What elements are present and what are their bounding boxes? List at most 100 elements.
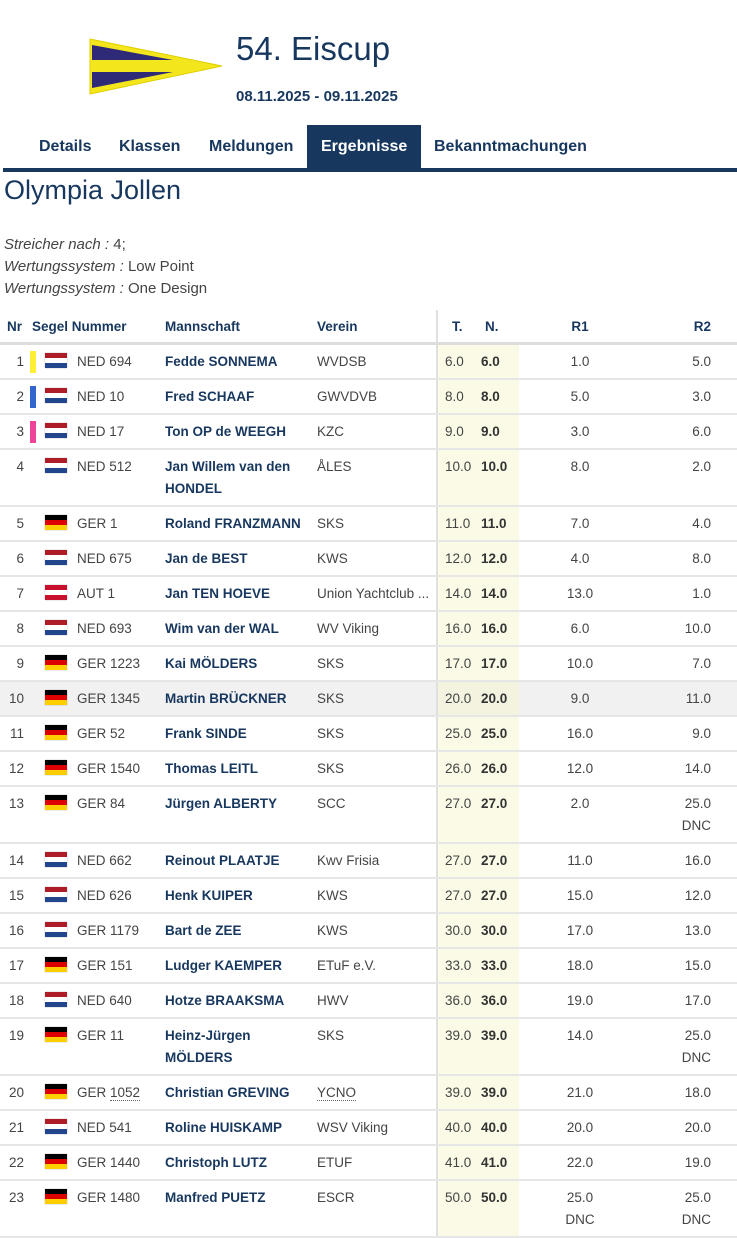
tab-klassen[interactable]: Klassen xyxy=(119,138,181,155)
crew-name[interactable]: Manfred PUETZ xyxy=(165,1180,318,1238)
scoring-info: Streicher nach : 4; Wertungssystem : Low… xyxy=(0,234,737,300)
event-title: 54. Eiscup xyxy=(236,30,391,67)
crew-name[interactable]: Jürgen ALBERTY xyxy=(165,786,318,844)
crew-name[interactable]: Jan TEN HOEVE xyxy=(165,576,318,612)
table-row[interactable]: 15 NED 626 Henk KUIPER KWS 27.0 27.0 15.… xyxy=(0,878,737,914)
table-row[interactable]: 6 NED 675 Jan de BEST KWS 12.0 12.0 4.0 … xyxy=(0,541,737,577)
club: Union Yachtclub ... xyxy=(317,576,438,612)
cell xyxy=(45,379,77,415)
col-club[interactable]: Verein xyxy=(317,310,438,345)
col-sail[interactable]: Segel Nummer xyxy=(30,310,166,345)
club: SKS xyxy=(317,681,438,717)
cell xyxy=(45,576,77,612)
table-row[interactable]: 16 GER 1179 Bart de ZEE KWS 30.0 30.0 17… xyxy=(0,913,737,949)
race-2-score: 16.0 xyxy=(641,843,737,879)
flag-de-icon xyxy=(45,515,67,531)
crew-name[interactable]: Christian GREVING xyxy=(165,1075,318,1111)
sail-number: AUT 1 xyxy=(77,576,166,612)
col-nr[interactable]: Nr xyxy=(0,310,30,345)
table-row[interactable]: 9 GER 1223 Kai MÖLDERS SKS 17.0 17.0 10.… xyxy=(0,646,737,682)
table-row[interactable]: 20 GER 1052 Christian GREVING YCNO 39.0 … xyxy=(0,1075,737,1111)
rank: 21 xyxy=(0,1110,30,1146)
crew-name[interactable]: Bart de ZEE xyxy=(165,913,318,949)
net-points: 40.0 xyxy=(481,1110,520,1146)
table-row[interactable]: 5 GER 1 Roland FRANZMANN SKS 11.0 11.0 7… xyxy=(0,506,737,542)
table-row[interactable]: 22 GER 1440 Christoph LUTZ ETUF 41.0 41.… xyxy=(0,1145,737,1181)
cell xyxy=(45,646,77,682)
net-points: 30.0 xyxy=(481,913,520,949)
crew-name[interactable]: Wim van der WAL xyxy=(165,611,318,647)
crew-name[interactable]: Hotze BRAAKSMA xyxy=(165,983,318,1019)
medal-marker-yellow xyxy=(30,350,36,373)
crew-name[interactable]: Kai MÖLDERS xyxy=(165,646,318,682)
total-points: 6.0 xyxy=(436,343,482,380)
col-net[interactable]: N. xyxy=(481,310,520,345)
table-row[interactable]: 4 NED 512 Jan Willem van den HONDEL ÅLES… xyxy=(0,449,737,507)
table-row[interactable]: 23 GER 1480 Manfred PUETZ ESCR 50.0 50.0… xyxy=(0,1180,737,1238)
crew-name[interactable]: Reinout PLAATJE xyxy=(165,843,318,879)
col-crew[interactable]: Mannschaft xyxy=(165,310,318,345)
tab-ergebnisse[interactable]: Ergebnisse xyxy=(307,125,422,168)
cell xyxy=(30,1180,45,1238)
race-1-score: 1.0 xyxy=(519,343,642,380)
table-row[interactable]: 11 GER 52 Frank SINDE SKS 25.0 25.0 16.0… xyxy=(0,716,737,752)
crew-name[interactable]: Frank SINDE xyxy=(165,716,318,752)
table-row[interactable]: 1 NED 694 Fedde SONNEMA WVDSB 6.0 6.0 1.… xyxy=(0,343,737,380)
total-points: 11.0 xyxy=(436,506,482,542)
net-points: 14.0 xyxy=(481,576,520,612)
total-points: 17.0 xyxy=(436,646,482,682)
table-row[interactable]: 8 NED 693 Wim van der WAL WV Viking 16.0… xyxy=(0,611,737,647)
crew-name[interactable]: Fred SCHAAF xyxy=(165,379,318,415)
crew-name[interactable]: Martin BRÜCKNER xyxy=(165,681,318,717)
table-row[interactable]: 18 NED 640 Hotze BRAAKSMA HWV 36.0 36.0 … xyxy=(0,983,737,1019)
table-row[interactable]: 13 GER 84 Jürgen ALBERTY SCC 27.0 27.0 2… xyxy=(0,786,737,844)
net-points: 39.0 xyxy=(481,1075,520,1111)
sail-link[interactable]: 1052 xyxy=(110,1084,141,1101)
crew-name[interactable]: Heinz-Jürgen MÖLDERS xyxy=(165,1018,318,1076)
sail-number: GER 1480 xyxy=(77,1180,166,1238)
race-1-score: 4.0 xyxy=(519,541,642,577)
table-row[interactable]: 12 GER 1540 Thomas LEITL SKS 26.0 26.0 1… xyxy=(0,751,737,787)
crew-name[interactable]: Ludger KAEMPER xyxy=(165,948,318,984)
crew-name[interactable]: Fedde SONNEMA xyxy=(165,343,318,380)
club: SKS xyxy=(317,751,438,787)
tab-details[interactable]: Details xyxy=(39,138,92,155)
race-1-score: 17.0 xyxy=(519,913,642,949)
club: YCNO xyxy=(317,1075,438,1111)
crew-name[interactable]: Jan de BEST xyxy=(165,541,318,577)
crew-name[interactable]: Ton OP de WEEGH xyxy=(165,414,318,450)
table-row[interactable]: 21 NED 541 Roline HUISKAMP WSV Viking 40… xyxy=(0,1110,737,1146)
table-row[interactable]: 17 GER 151 Ludger KAEMPER ETuF e.V. 33.0… xyxy=(0,948,737,984)
rank: 17 xyxy=(0,948,30,984)
crew-name[interactable]: Roland FRANZMANN xyxy=(165,506,318,542)
table-row[interactable]: 3 NED 17 Ton OP de WEEGH KZC 9.0 9.0 3.0… xyxy=(0,414,737,450)
table-row[interactable]: 7 AUT 1 Jan TEN HOEVE Union Yachtclub ..… xyxy=(0,576,737,612)
table-row[interactable]: 10 GER 1345 Martin BRÜCKNER SKS 20.0 20.… xyxy=(0,681,737,717)
tab-meldungen[interactable]: Meldungen xyxy=(209,138,294,155)
club: WV Viking xyxy=(317,611,438,647)
cell xyxy=(45,1075,77,1111)
crew-name[interactable]: Henk KUIPER xyxy=(165,878,318,914)
sail-number: GER 1540 xyxy=(77,751,166,787)
crew-name[interactable]: Jan Willem van den HONDEL xyxy=(165,449,318,507)
table-row[interactable]: 19 GER 11 Heinz-Jürgen MÖLDERS SKS 39.0 … xyxy=(0,1018,737,1076)
club: ETUF xyxy=(317,1145,438,1181)
race-1-score: 16.0 xyxy=(519,716,642,752)
table-row[interactable]: 14 NED 662 Reinout PLAATJE Kwv Frisia 27… xyxy=(0,843,737,879)
burgee-logo xyxy=(89,38,223,95)
crew-name[interactable]: Christoph LUTZ xyxy=(165,1145,318,1181)
flag-de-icon xyxy=(45,690,67,706)
table-row[interactable]: 2 NED 10 Fred SCHAAF GWVDVB 8.0 8.0 5.0 … xyxy=(0,379,737,415)
club: SKS xyxy=(317,716,438,752)
crew-name[interactable]: Roline HUISKAMP xyxy=(165,1110,318,1146)
cell xyxy=(30,878,45,914)
sail-number: NED 675 xyxy=(77,541,166,577)
tab-bekanntmachungen[interactable]: Bekanntmachungen xyxy=(434,138,587,155)
total-points: 33.0 xyxy=(436,948,482,984)
race-2-score: 20.0 xyxy=(641,1110,737,1146)
sail-number: GER 84 xyxy=(77,786,166,844)
col-total[interactable]: T. xyxy=(436,310,482,345)
col-r1[interactable]: R1 xyxy=(519,310,642,345)
crew-name[interactable]: Thomas LEITL xyxy=(165,751,318,787)
col-r2[interactable]: R2 xyxy=(641,310,737,345)
